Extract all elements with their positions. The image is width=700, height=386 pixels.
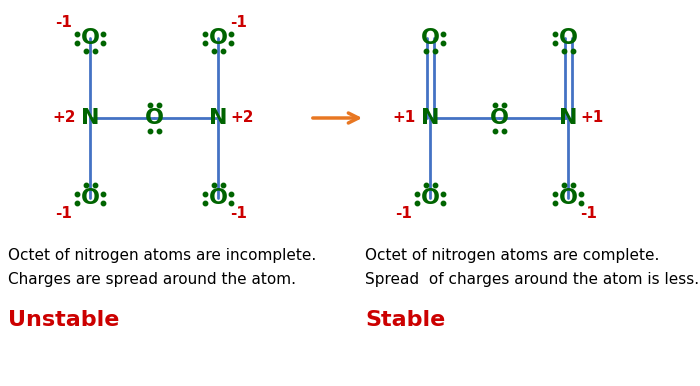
Text: Unstable: Unstable — [8, 310, 120, 330]
Text: N: N — [209, 108, 228, 128]
Text: O: O — [421, 188, 440, 208]
Text: N: N — [559, 108, 578, 128]
Text: N: N — [80, 108, 99, 128]
Text: O: O — [80, 188, 99, 208]
Text: O: O — [80, 28, 99, 48]
Text: +1: +1 — [580, 110, 603, 125]
Text: Charges are spread around the atom.: Charges are spread around the atom. — [8, 272, 296, 287]
Text: -1: -1 — [395, 206, 412, 221]
Text: Stable: Stable — [365, 310, 445, 330]
Text: O: O — [144, 108, 164, 128]
Text: -1: -1 — [55, 15, 72, 30]
Text: O: O — [489, 108, 508, 128]
Text: -1: -1 — [55, 206, 72, 221]
Text: O: O — [421, 28, 440, 48]
Text: +2: +2 — [230, 110, 253, 125]
Text: O: O — [559, 188, 578, 208]
Text: -1: -1 — [580, 206, 597, 221]
Text: N: N — [421, 108, 440, 128]
Text: -1: -1 — [230, 206, 247, 221]
Text: Octet of nitrogen atoms are incomplete.: Octet of nitrogen atoms are incomplete. — [8, 248, 316, 263]
Text: -1: -1 — [230, 15, 247, 30]
Text: O: O — [209, 28, 228, 48]
Text: Octet of nitrogen atoms are complete.: Octet of nitrogen atoms are complete. — [365, 248, 659, 263]
Text: +1: +1 — [393, 110, 416, 125]
Text: O: O — [559, 28, 578, 48]
Text: O: O — [209, 188, 228, 208]
Text: Spread  of charges around the atom is less.: Spread of charges around the atom is les… — [365, 272, 699, 287]
Text: +2: +2 — [52, 110, 76, 125]
